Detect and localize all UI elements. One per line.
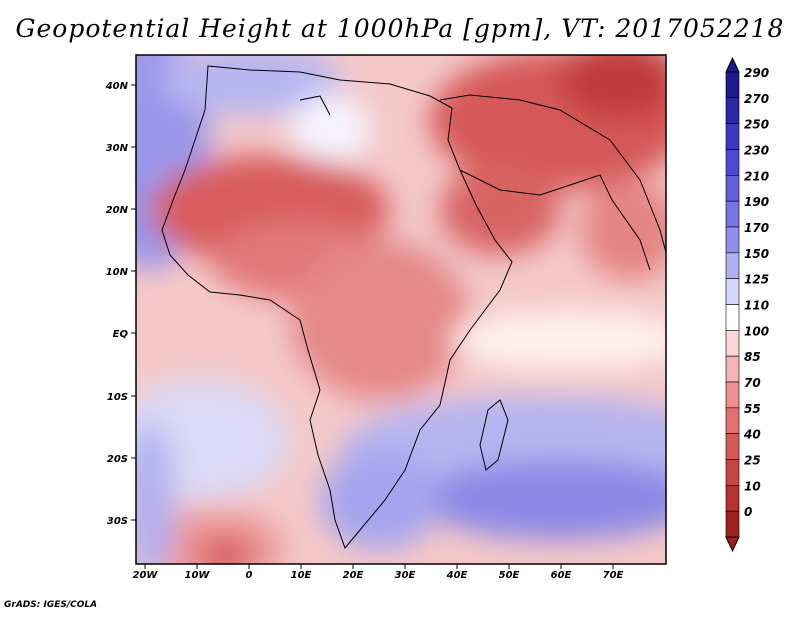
colorbar-label: 250	[744, 118, 769, 132]
lon-label: 20E	[343, 570, 364, 581]
height-field	[136, 55, 666, 564]
colorbar-label: 70	[744, 376, 761, 390]
colorbar-label: 210	[744, 169, 769, 183]
lat-label: 20S	[107, 454, 128, 465]
colorbar-label: 10	[744, 479, 761, 493]
lon-label: 40E	[446, 570, 468, 581]
colorbar-swatch	[725, 175, 740, 202]
colorbar-label: 230	[744, 144, 769, 158]
latitude-labels: 40N 30N 20N 10N EQ 10S 20S 30S	[105, 81, 129, 527]
map-title: Geopotential Height at 1000hPa [gpm], VT…	[15, 14, 785, 43]
lat-label: 30N	[106, 143, 129, 154]
colorbar-label: 170	[744, 221, 769, 235]
longitude-labels: 20W 10W 0 10E 20E 30E 40E 50E 60E 70E	[133, 570, 624, 581]
colorbar-swatch	[725, 330, 740, 357]
colorbar-label: 25	[744, 454, 761, 468]
colorbar-swatch	[725, 381, 740, 409]
lon-label: 10E	[291, 570, 312, 581]
colorbar-label: 100	[744, 324, 769, 338]
colorbar-swatch	[725, 459, 740, 486]
colorbar-swatch	[725, 433, 740, 460]
colorbar-label: 110	[744, 299, 769, 313]
colorbar-label: 55	[744, 402, 761, 416]
colorbar-label: 190	[744, 195, 769, 209]
colorbar-label: 270	[744, 92, 769, 106]
lat-label: 30S	[107, 516, 128, 527]
colorbar-min-arrow	[725, 536, 740, 553]
lat-label: 10N	[106, 267, 129, 278]
lat-label: 20N	[106, 205, 129, 216]
colorbar-label: 150	[744, 247, 769, 261]
lon-label: 50E	[499, 570, 520, 581]
colorbar-label: 290	[744, 66, 769, 80]
colorbar-swatch	[725, 407, 740, 434]
lat-label: EQ	[113, 329, 129, 340]
colorbar-swatch	[725, 97, 740, 124]
colorbar-swatch	[725, 71, 740, 99]
colorbar: 2902702502302101901701501251101008570554…	[725, 56, 769, 553]
colorbar-swatch	[725, 123, 740, 150]
lon-label: 10W	[185, 570, 211, 581]
lon-label: 20W	[133, 570, 159, 581]
colorbar-swatch	[725, 485, 740, 512]
colorbar-swatch	[725, 355, 740, 383]
colorbar-swatch	[725, 278, 740, 305]
colorbar-label: 40	[743, 428, 761, 442]
lon-label: 70E	[603, 570, 624, 581]
colorbar-label: 125	[744, 273, 769, 287]
colorbar-swatch	[725, 304, 740, 331]
lat-label: 40N	[105, 81, 129, 92]
lon-label: 30E	[395, 570, 416, 581]
axis-ticks	[131, 84, 614, 569]
lat-label: 10S	[107, 392, 128, 403]
colorbar-swatch	[725, 252, 740, 279]
lon-label: 0	[246, 570, 253, 581]
plot-frame	[135, 54, 667, 565]
colorbar-swatch	[725, 510, 740, 538]
coastlines	[161, 65, 666, 549]
colorbar-max-arrow	[725, 56, 740, 73]
colorbar-swatch	[725, 226, 740, 254]
lon-label: 60E	[551, 570, 572, 581]
colorbar-swatch	[725, 200, 740, 228]
colorbar-label: 85	[744, 350, 761, 364]
colorbar-label: 0	[744, 505, 752, 519]
colorbar-swatch	[725, 149, 740, 176]
credit-text: GrADS: IGES/COLA	[4, 600, 98, 610]
